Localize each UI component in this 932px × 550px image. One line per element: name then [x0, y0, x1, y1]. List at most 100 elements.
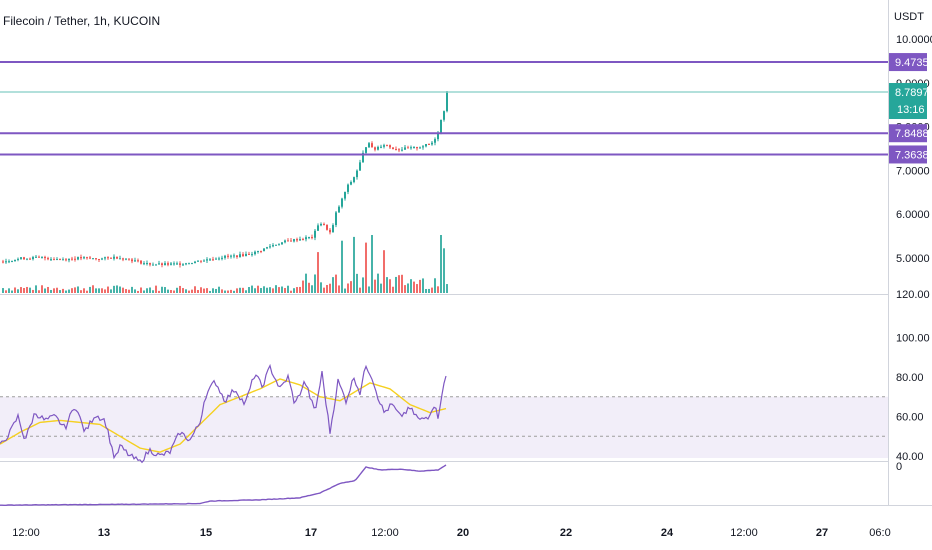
candle-body: [23, 257, 25, 260]
volume-bar: [41, 285, 43, 293]
candle-body: [179, 263, 181, 265]
candle-body: [92, 258, 94, 260]
volume-bar: [383, 250, 385, 293]
candle-body: [110, 257, 112, 259]
level-badge-label: 9.4735: [895, 57, 929, 69]
candle-body: [392, 147, 394, 150]
candle-body: [242, 254, 244, 257]
candle-body: [17, 258, 19, 260]
volume-bar: [374, 279, 376, 293]
candle-body: [290, 240, 292, 242]
candle-body: [74, 258, 76, 260]
volume-bar: [296, 287, 298, 293]
volume-bar: [74, 287, 76, 293]
candle-body: [326, 224, 328, 230]
volume-bar: [206, 288, 208, 293]
volume-bar: [167, 289, 169, 293]
volume-bar: [362, 277, 364, 293]
candle-body: [335, 212, 337, 226]
candle-body: [47, 258, 49, 260]
volume-bar: [173, 290, 175, 293]
time-axis-tick: 20: [457, 527, 469, 539]
volume-bar: [350, 281, 352, 293]
candle-body: [5, 261, 7, 263]
candle-body: [284, 240, 286, 243]
volume-bar: [158, 290, 160, 293]
candle-body: [332, 225, 334, 233]
candle-body: [125, 258, 127, 260]
volume-bar: [203, 288, 205, 293]
volume-bar: [191, 289, 193, 293]
volume-bar: [14, 287, 16, 293]
candle-body: [275, 244, 277, 246]
candle-body: [437, 132, 439, 140]
candle-body: [227, 255, 229, 257]
candle-body: [68, 258, 70, 261]
candle-body: [104, 257, 106, 259]
candle-body: [140, 260, 142, 264]
candle-body: [371, 143, 373, 148]
candle-body: [341, 198, 343, 207]
candle-body: [383, 145, 385, 147]
volume-bar: [77, 286, 79, 293]
volume-bar: [257, 285, 259, 293]
time-axis-tick: 12:00: [12, 527, 40, 539]
candle-body: [212, 259, 214, 261]
candle-body: [143, 263, 145, 265]
volume-bar: [44, 288, 46, 293]
volume-bar: [245, 290, 247, 293]
volume-bar: [344, 288, 346, 293]
level-badge: [889, 145, 927, 164]
volume-bar: [8, 288, 10, 293]
candle-body: [152, 264, 154, 266]
price-axis-tick: 7.0000: [896, 165, 930, 177]
candle-body: [182, 264, 184, 266]
candle-body: [248, 253, 250, 255]
rsi-axis-tick: 60.00: [896, 412, 924, 424]
candle-body: [77, 257, 79, 260]
candle-body: [62, 259, 64, 261]
volume-bar: [32, 289, 34, 293]
volume-bar: [50, 289, 52, 293]
candle-body: [320, 223, 322, 226]
volume-bar: [110, 289, 112, 293]
volume-bar: [227, 290, 229, 293]
volume-bar: [320, 282, 322, 293]
candle-body: [158, 263, 160, 265]
volume-bar: [218, 286, 220, 293]
volume-bar: [371, 235, 373, 293]
volume-bar: [248, 287, 250, 293]
volume-bar: [125, 289, 127, 293]
candle-body: [377, 146, 379, 150]
volume-bar: [236, 288, 238, 293]
candle-body: [338, 206, 340, 213]
volume-bar: [392, 286, 394, 293]
candle-body: [2, 261, 4, 263]
volume-bar: [440, 235, 442, 293]
candle-body: [203, 260, 205, 262]
candle-body: [230, 255, 232, 257]
volume-bar: [239, 287, 241, 293]
candle-body: [416, 147, 418, 149]
volume-bar: [368, 286, 370, 293]
candle-body: [188, 263, 190, 265]
volume-bar: [209, 290, 211, 293]
time-axis-tick: 13: [98, 527, 110, 539]
volume-bar: [437, 286, 439, 293]
volume-bar: [314, 274, 316, 293]
time-axis-tick: 12:00: [730, 527, 758, 539]
candle-body: [80, 257, 82, 259]
candle-body: [32, 257, 34, 260]
volume-bar: [290, 290, 292, 293]
volume-bar: [215, 288, 217, 293]
candle-body: [329, 229, 331, 233]
volume-bar: [29, 287, 31, 293]
volume-bar: [2, 288, 4, 293]
candle-body: [350, 181, 352, 185]
candle-body: [413, 147, 415, 149]
time-axis-tick: 06:0: [869, 527, 890, 539]
candle-body: [401, 149, 403, 151]
volume-bar: [185, 289, 187, 293]
time-axis-tick: 12:00: [371, 527, 399, 539]
